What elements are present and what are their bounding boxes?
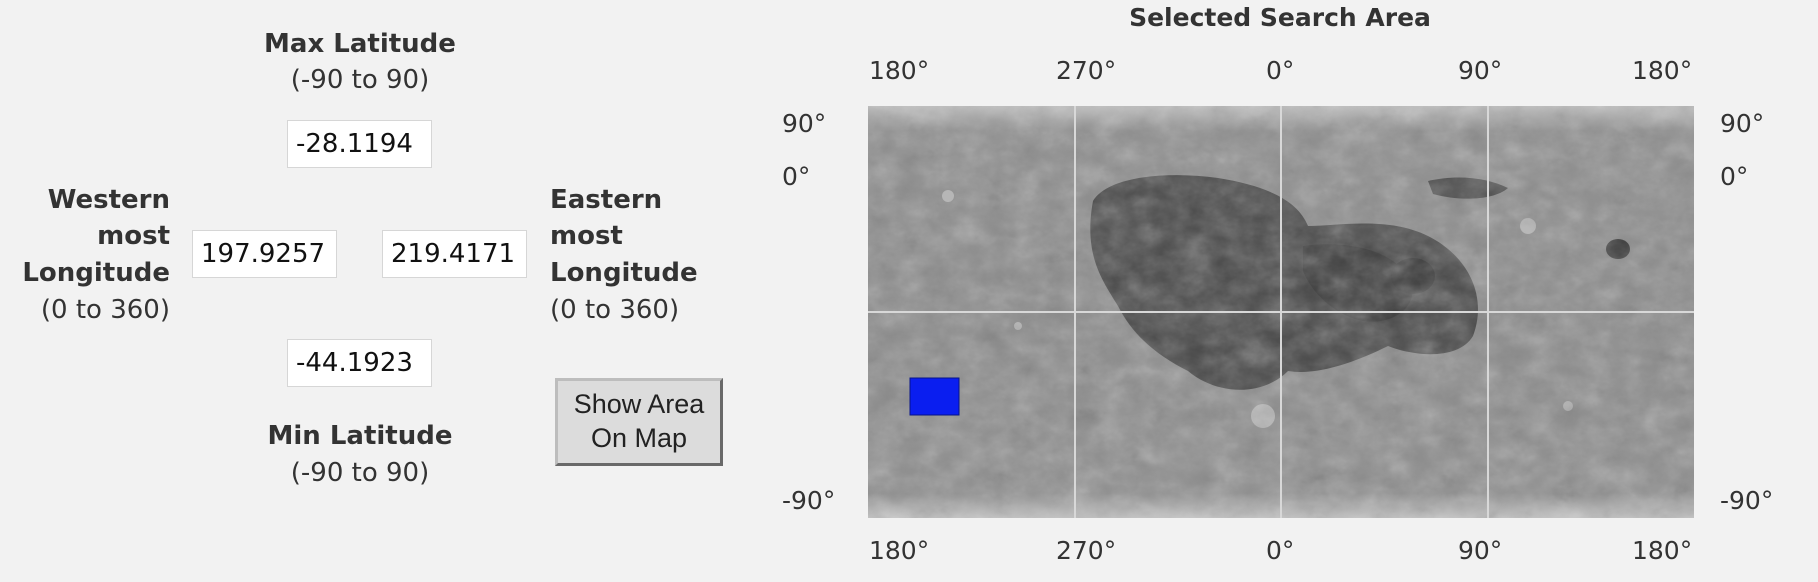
bottom-tick-270: 270° xyxy=(1056,536,1117,565)
min-latitude-input[interactable] xyxy=(287,339,432,387)
top-tick-0: 0° xyxy=(1266,56,1295,85)
moon-map-image xyxy=(868,106,1694,518)
show-area-button-line-1: Show Area xyxy=(573,389,705,419)
eastern-longitude-label-2: most xyxy=(550,221,623,251)
left-tick-minus-90: -90° xyxy=(782,486,836,515)
bottom-tick-0: 0° xyxy=(1266,536,1295,565)
min-latitude-label: Min Latitude xyxy=(267,421,453,451)
max-latitude-label: Max Latitude xyxy=(264,29,456,59)
bottom-tick-180-right: 180° xyxy=(1632,536,1693,565)
eastern-longitude-label-1: Eastern xyxy=(550,185,663,215)
max-latitude-range: (-90 to 90) xyxy=(290,65,430,95)
selected-area-rectangle xyxy=(909,377,960,416)
bottom-tick-90: 90° xyxy=(1458,536,1503,565)
show-area-on-map-button[interactable]: Show Area On Map xyxy=(555,378,723,466)
left-tick-90: 90° xyxy=(782,109,827,138)
right-tick-minus-90: -90° xyxy=(1720,486,1774,515)
top-tick-90: 90° xyxy=(1458,56,1503,85)
map-title: Selected Search Area xyxy=(1129,3,1431,32)
right-tick-0: 0° xyxy=(1720,162,1749,191)
western-longitude-input[interactable] xyxy=(192,230,337,278)
western-longitude-label-3: Longitude xyxy=(22,258,170,288)
top-tick-180-left: 180° xyxy=(869,56,930,85)
western-longitude-range: (0 to 360) xyxy=(40,295,170,325)
max-latitude-input[interactable] xyxy=(287,120,432,168)
eastern-longitude-input[interactable] xyxy=(382,230,527,278)
top-tick-270: 270° xyxy=(1056,56,1117,85)
left-tick-0: 0° xyxy=(782,162,811,191)
min-latitude-range: (-90 to 90) xyxy=(290,458,430,488)
moon-map[interactable] xyxy=(868,106,1694,518)
show-area-button-line-2: On Map xyxy=(590,423,688,453)
bottom-tick-180-left: 180° xyxy=(869,536,930,565)
top-tick-180-right: 180° xyxy=(1632,56,1693,85)
eastern-longitude-range: (0 to 360) xyxy=(550,295,680,325)
eastern-longitude-label-3: Longitude xyxy=(550,258,698,288)
western-longitude-label-1: Western xyxy=(47,185,170,215)
right-tick-90: 90° xyxy=(1720,109,1765,138)
western-longitude-label-2: most xyxy=(97,221,170,251)
map-grid xyxy=(868,106,1694,518)
